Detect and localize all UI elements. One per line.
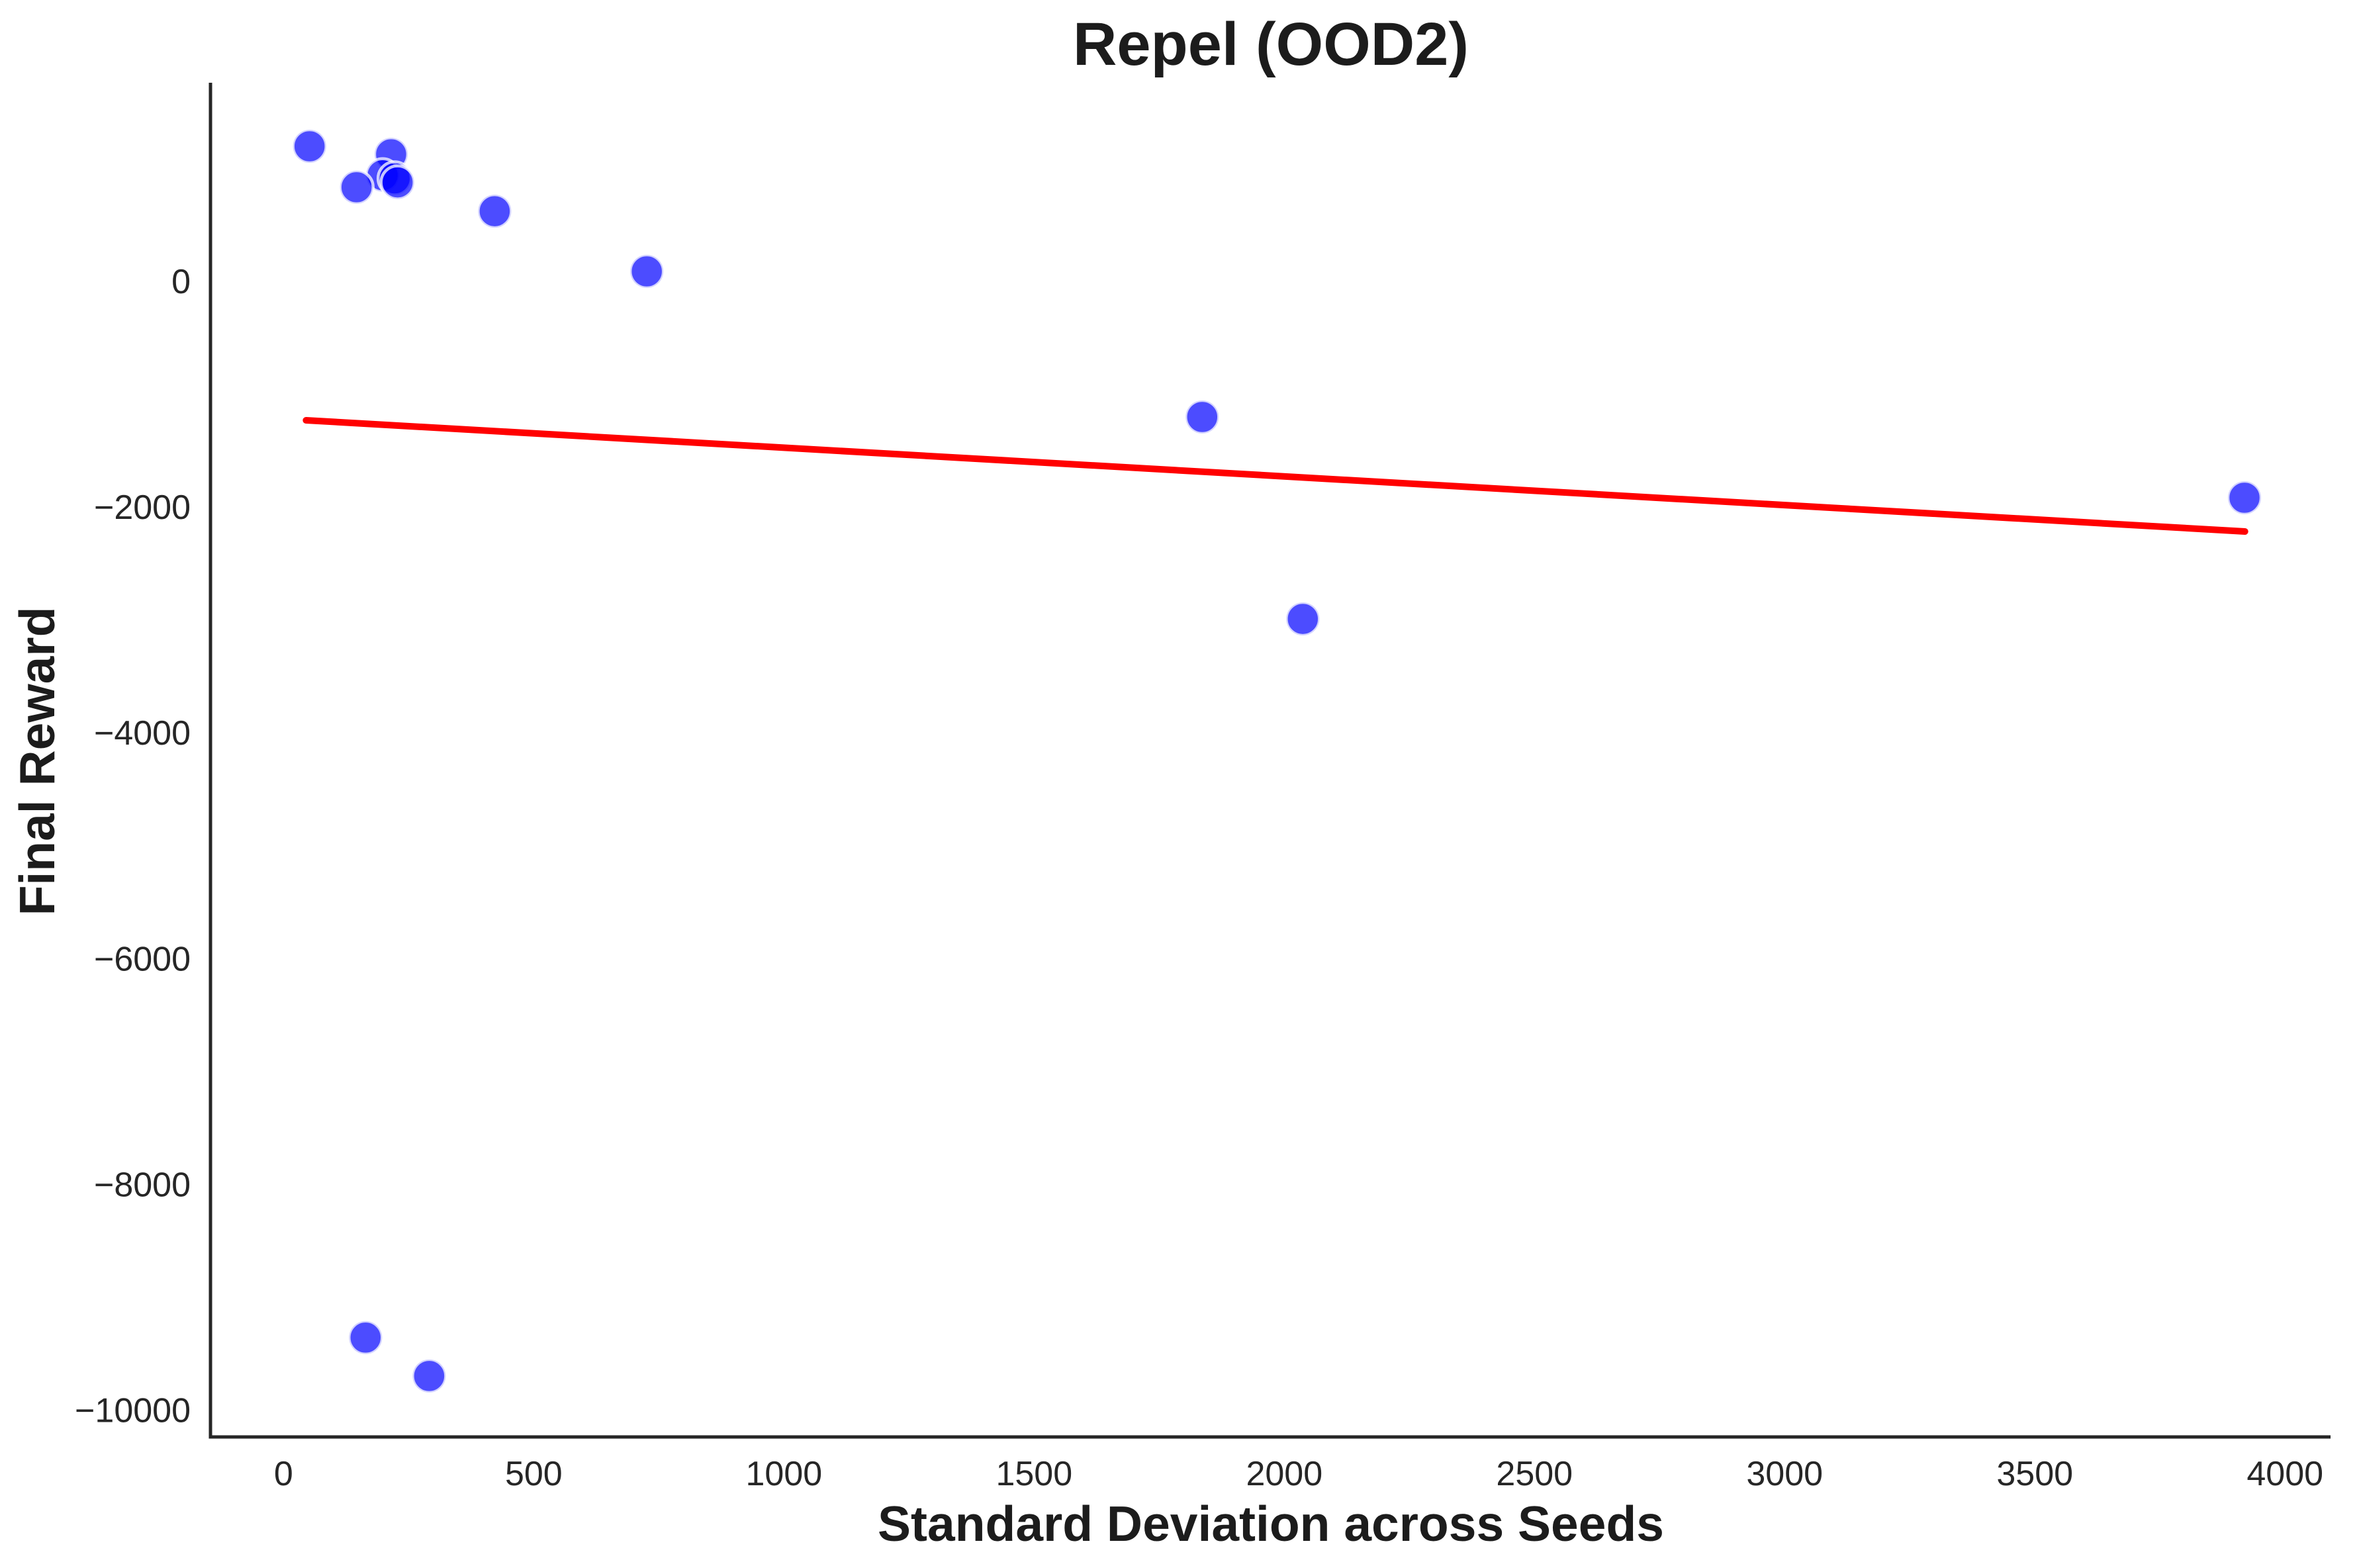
x-tick-label: 2000 — [1246, 1455, 1322, 1493]
y-axis-tick-labels: 0 −2000 −4000 −6000 −8000 −10000 — [75, 263, 191, 1430]
trend-line — [302, 417, 2248, 535]
x-tick-label: 4000 — [2246, 1455, 2323, 1493]
y-tick-label: −2000 — [94, 488, 191, 527]
data-point — [379, 164, 416, 201]
y-tick-label: −8000 — [94, 1166, 191, 1204]
data-point — [338, 169, 375, 206]
data-point — [628, 253, 665, 290]
data-point — [2226, 479, 2263, 516]
data-point — [411, 1358, 447, 1395]
axes-spines — [208, 83, 2331, 1439]
data-point — [1285, 600, 1321, 637]
y-axis-label: Final Reward — [9, 607, 65, 916]
x-tick-label: 500 — [505, 1455, 563, 1493]
data-point — [477, 193, 513, 230]
x-axis-label: Standard Deviation across Seeds — [878, 1496, 1664, 1551]
x-tick-label: 1000 — [745, 1455, 822, 1493]
x-tick-label: 1500 — [995, 1455, 1072, 1493]
data-point — [1184, 398, 1221, 436]
chart-title: Repel (OOD2) — [1073, 11, 1469, 78]
data-point — [347, 1319, 384, 1356]
x-axis-tick-labels: 0 500 1000 1500 2000 2500 3000 3500 4000 — [274, 1455, 2323, 1493]
y-tick-label: 0 — [171, 263, 191, 301]
trend-line-group — [302, 417, 2248, 535]
y-tick-label: −4000 — [94, 714, 191, 753]
x-tick-label: 3500 — [1996, 1455, 2073, 1493]
x-tick-label: 3000 — [1746, 1455, 1823, 1493]
data-point — [291, 128, 328, 165]
x-tick-label: 0 — [274, 1455, 293, 1493]
scatter-points — [291, 128, 2263, 1395]
x-tick-label: 2500 — [1496, 1455, 1573, 1493]
y-tick-label: −10000 — [75, 1392, 191, 1430]
y-tick-label: −6000 — [94, 940, 191, 978]
